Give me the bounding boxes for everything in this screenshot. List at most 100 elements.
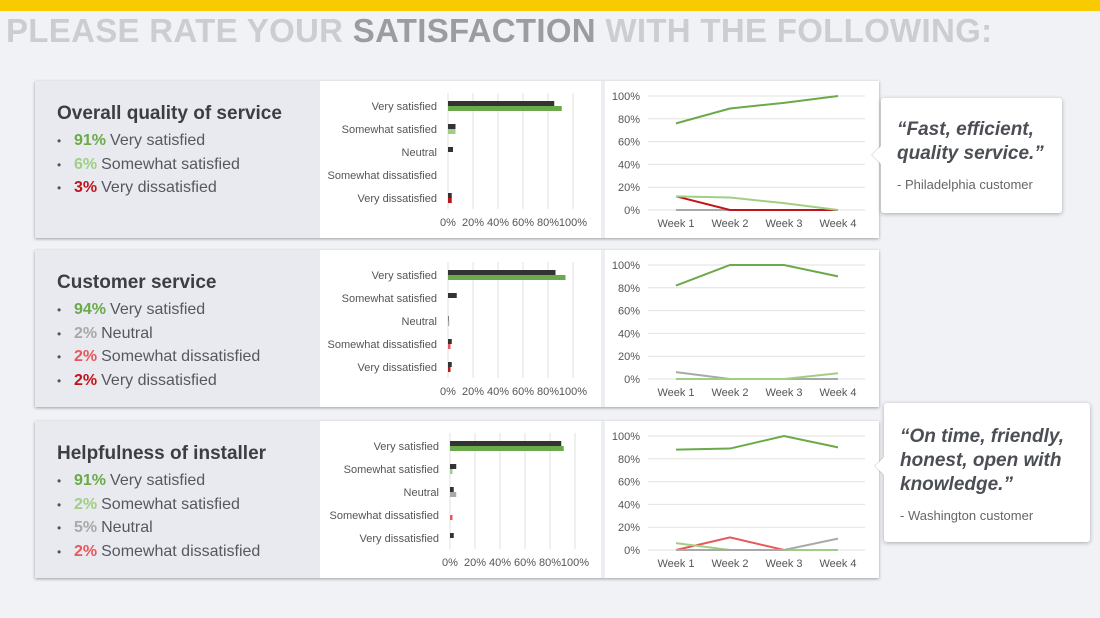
y-tick-label: 20% [618, 522, 640, 534]
x-tick-label: 0% [442, 557, 458, 569]
bar-previous [448, 316, 449, 321]
quote-text: “Fast, efficient, quality service.” [897, 119, 1044, 164]
y-tick-label: 0% [624, 205, 640, 217]
bullet-icon: • [57, 303, 62, 317]
x-tick-label: 60% [512, 386, 534, 398]
bar-previous [448, 293, 457, 298]
bullet-label: Very dissatisfied [101, 179, 217, 196]
summary-panel: Overall quality of service • 91% Very satis… [35, 81, 320, 238]
line-chart: 0% 20% 40% 60% 80% 100% Week 1 Week 2 Week 3 Week… [612, 431, 865, 570]
section-heading: Helpfulness of installer [57, 443, 267, 464]
x-tick-label: 20% [462, 217, 484, 229]
y-tick-label: 40% [618, 159, 640, 171]
page-title: PLEASE RATE YOUR SATISFACTION WITH THE F… [6, 12, 992, 50]
bar-current [450, 492, 457, 497]
series-line [675, 434, 839, 451]
category-label: Very satisfied [372, 101, 437, 113]
y-tick-label: 20% [618, 182, 640, 194]
category-label: Somewhat satisfied [342, 124, 437, 136]
category-label: Neutral [402, 147, 437, 159]
x-tick-label: Week 3 [765, 558, 802, 570]
callout-arrow [875, 457, 884, 475]
x-tick-label: 60% [514, 557, 536, 569]
bullet-icon: • [57, 326, 62, 341]
series-line [675, 264, 839, 287]
bullet-item: • 5% Neutral [57, 516, 260, 540]
quote-text: “On time, friendly, honest, open with know… [900, 426, 1064, 495]
bar-previous [448, 193, 452, 198]
x-tick-label: 60% [512, 217, 534, 229]
line-chart: 0% 20% 40% 60% 80% 100% Week 1 Week 2 Week 3 Week… [612, 260, 865, 399]
bullet-percent: 2% [74, 495, 98, 513]
category-label: Very satisfied [372, 270, 437, 282]
bullet-percent: 94% [74, 301, 107, 318]
bullet-list: • 91% Very satisfied • 6% Somewhat satisfied •… [57, 129, 240, 200]
bullet-percent: 91% [74, 132, 107, 149]
y-tick-label: 40% [618, 499, 640, 511]
bar-current [448, 321, 450, 326]
bullet-percent: 5% [74, 519, 98, 536]
bullet-label: Very dissatisfied [101, 371, 217, 389]
bar-previous [450, 441, 562, 446]
x-tick-label: 40% [489, 557, 511, 569]
y-tick-label: 40% [618, 328, 640, 340]
section-row: Overall quality of service • 91% Very satis… [35, 81, 879, 238]
bar-current [448, 106, 562, 111]
bar-previous [448, 124, 456, 129]
bullet-percent: 6% [74, 155, 98, 173]
x-tick-label: Week 4 [819, 218, 856, 230]
category-label: Somewhat dissatisfied [330, 510, 439, 522]
y-tick-label: 100% [612, 260, 640, 272]
title-highlight: SATISFACTION [352, 12, 596, 49]
bullet-label: Somewhat dissatisfied [101, 348, 261, 365]
x-tick-label: Week 2 [711, 558, 748, 570]
y-tick-label: 0% [624, 545, 640, 557]
y-tick-label: 80% [618, 114, 640, 126]
x-tick-label: 80% [539, 557, 561, 569]
x-tick-label: 40% [487, 386, 509, 398]
y-tick-label: 60% [618, 477, 640, 489]
x-tick-label: 40% [487, 217, 509, 229]
callout-arrow [872, 146, 881, 164]
bullet-label: Somewhat dissatisfied [101, 542, 261, 560]
series-line [676, 537, 839, 551]
x-tick-label: 80% [537, 386, 559, 398]
title-part1: PLEASE RATE YOUR [6, 12, 353, 49]
x-tick-label: 80% [537, 217, 559, 229]
bar-previous [450, 487, 454, 492]
category-label: Very satisfied [374, 441, 439, 453]
bullet-icon: • [57, 373, 62, 388]
x-tick-label: 20% [464, 557, 486, 569]
quote-author: - Philadelphia customer [897, 177, 1033, 192]
bullet-label: Very satisfied [110, 132, 206, 149]
bar-previous [448, 101, 555, 106]
x-tick-label: 0% [440, 386, 456, 398]
bullet-item: • 2% Neutral [57, 322, 260, 346]
category-label: Somewhat satisfied [344, 464, 439, 476]
bar-previous [448, 339, 452, 344]
series-line [675, 95, 839, 125]
bar-chart: 0% 20% 40% 60% 80% 100% Very satisfied Somewhat… [328, 93, 587, 229]
bar-chart: 0% 20% 40% 60% 80% 100% Very satisfied Somewhat… [328, 262, 587, 398]
bullet-label: Somewhat satisfied [101, 495, 240, 513]
category-label: Very dissatisfied [360, 533, 439, 545]
y-tick-label: 20% [618, 351, 640, 363]
bullet-label: Very satisfied [110, 301, 206, 318]
y-tick-label: 80% [618, 283, 640, 295]
category-label: Neutral [402, 316, 437, 328]
bar-current [448, 367, 451, 372]
bullet-item: • 6% Somewhat satisfied [57, 153, 240, 177]
category-label: Somewhat dissatisfied [328, 170, 437, 182]
bar-previous [448, 147, 453, 152]
line-chart: 0% 20% 40% 60% 80% 100% Week 1 Week 2 Week 3 Week… [612, 91, 865, 230]
bullet-icon: • [57, 157, 62, 172]
series-line [675, 195, 838, 211]
x-tick-label: Week 3 [765, 218, 802, 230]
y-tick-label: 100% [612, 431, 640, 443]
bullet-item: • 2% Very dissatisfied [57, 369, 260, 393]
bullet-item: • 2% Somewhat satisfied [57, 493, 260, 517]
x-tick-label: Week 2 [711, 218, 748, 230]
y-tick-label: 0% [624, 374, 640, 386]
bullet-label: Neutral [101, 324, 153, 342]
bullet-label: Neutral [101, 519, 153, 536]
